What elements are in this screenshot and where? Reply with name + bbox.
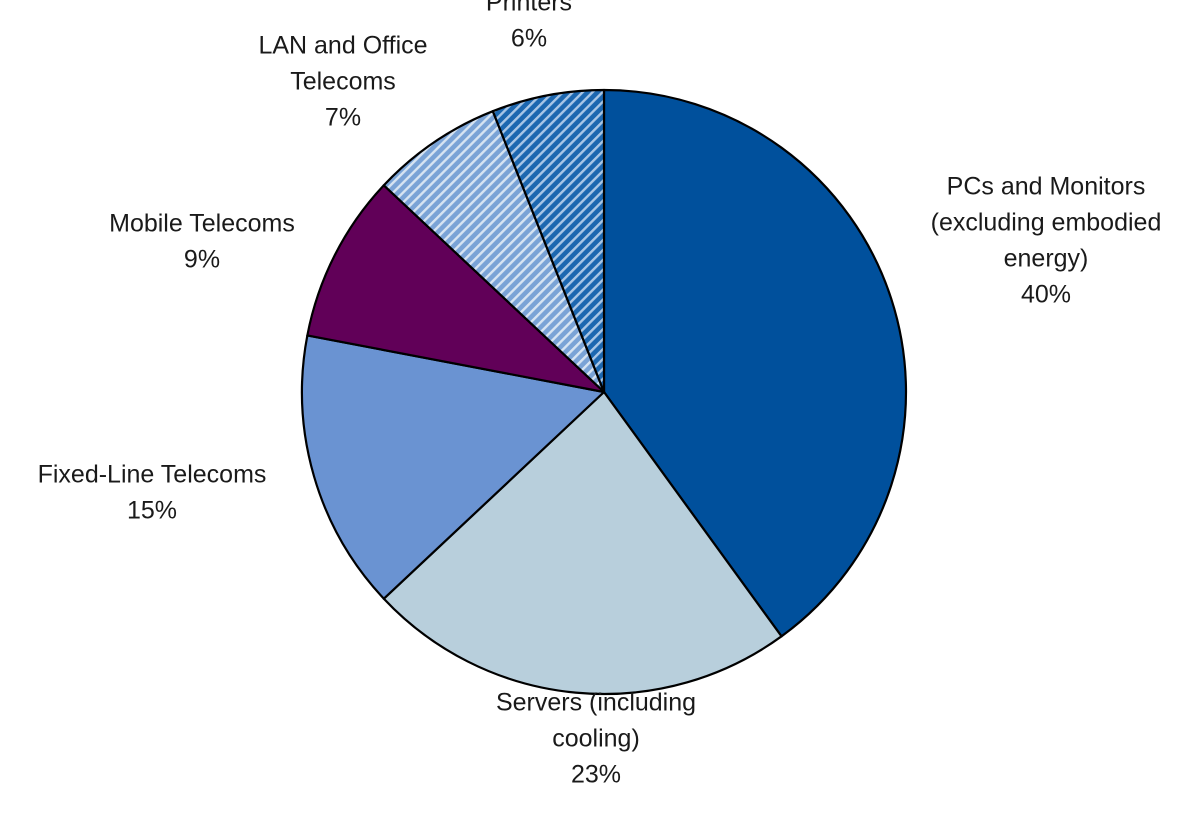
slice-percent-label: 7% — [325, 104, 361, 132]
slice-name-label: Mobile Telecoms — [109, 210, 295, 238]
slice-name-label: (excluding embodied — [931, 209, 1162, 237]
slice-name-label: PCs and Monitors — [947, 173, 1146, 201]
slice-name-label: Telecoms — [290, 68, 396, 96]
slice-label-servers: Servers (including cooling) 23% — [496, 689, 696, 789]
pie-slice-pcs-and-monitors — [602, 88, 908, 638]
slice-name-label: Printers — [486, 0, 572, 17]
slice-label-lan-and-office-telecoms: LAN and Office Telecoms 7% — [258, 32, 427, 132]
slice-label-pcs-and-monitors: PCs and Monitors (excluding embodied energ… — [931, 173, 1162, 309]
slice-name-label: energy) — [1004, 245, 1089, 273]
pie-slice-lan-and-office-telecoms — [382, 110, 606, 394]
slice-percent-label: 9% — [184, 246, 220, 274]
pie-slice-printers — [491, 88, 606, 394]
slice-name-label: Servers (including — [496, 689, 696, 717]
pie-slice-mobile-telecoms — [306, 184, 606, 394]
slice-percent-label: 15% — [127, 497, 177, 525]
pie-labels: PCs and Monitors (excluding embodied energ… — [38, 0, 1162, 789]
slice-percent-label: 23% — [571, 761, 621, 789]
pie-slice-fixed-line-telecoms — [300, 334, 606, 600]
slice-label-mobile-telecoms: Mobile Telecoms 9% — [109, 210, 295, 274]
pie-slices — [300, 88, 908, 696]
slice-name-label: cooling) — [552, 725, 640, 753]
slice-percent-label: 6% — [511, 25, 547, 53]
slice-percent-label: 40% — [1021, 281, 1071, 309]
slice-name-label: LAN and Office — [258, 32, 427, 60]
pie-slice-servers — [382, 390, 783, 696]
slice-label-printers: Printers 6% — [486, 0, 572, 53]
slice-name-label: Fixed-Line Telecoms — [38, 461, 267, 489]
slice-label-fixed-line-telecoms: Fixed-Line Telecoms 15% — [38, 461, 267, 525]
